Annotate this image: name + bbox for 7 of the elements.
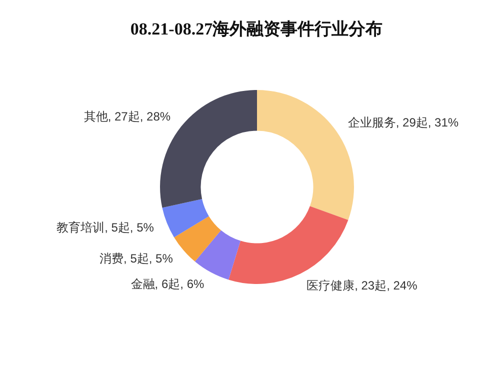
slice-label: 医疗健康, 23起, 24% [306,278,418,293]
slice-label: 教育培训, 5起, 5% [56,220,154,235]
slice-label: 金融, 6起, 6% [130,276,204,291]
slice-label: 消费, 5起, 5% [100,252,174,266]
slice-label: 其他, 27起, 28% [84,110,171,124]
chart-title: 08.21-08.27海外融资事件行业分布 [130,19,383,38]
slice-label: 企业服务, 29起, 31% [348,116,459,130]
